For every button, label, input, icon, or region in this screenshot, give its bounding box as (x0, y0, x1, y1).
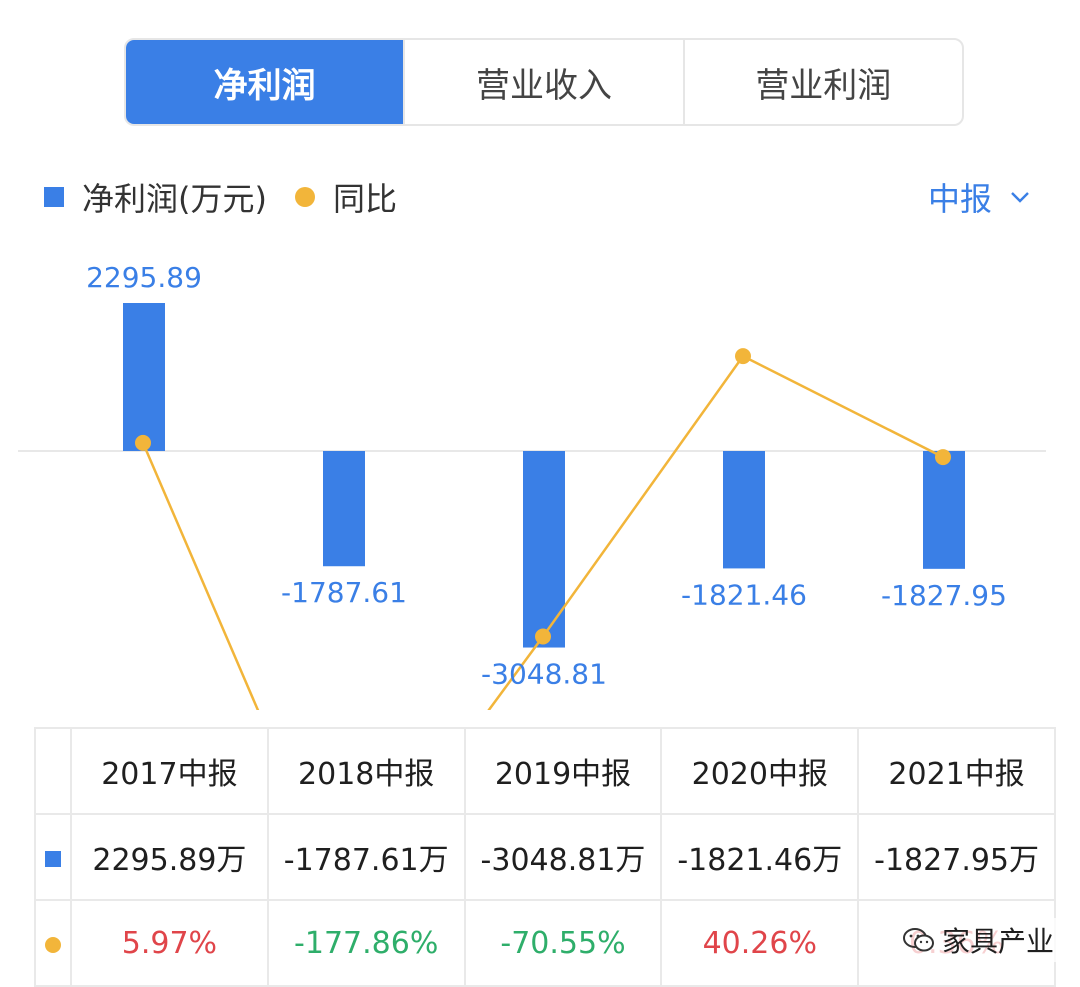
yoy-cell-2018: -177.86% (266, 899, 466, 987)
value-cell-2017: 2295.89万 (70, 813, 269, 901)
bar-legend-swatch (44, 187, 64, 207)
data-label-2021中报: -1827.95 (881, 579, 1007, 612)
bar-2021中报 (923, 451, 965, 569)
period-selector-label: 中报 (927, 180, 992, 218)
yoy-point-2019中报 (535, 628, 551, 645)
bar-2018中报 (323, 451, 365, 567)
line-series-marker (45, 936, 61, 953)
watermark-text: 家具产业 (942, 925, 1055, 958)
tab-operating-profit[interactable]: 营业利润 (682, 40, 962, 124)
tab-revenue[interactable]: 营业收入 (403, 40, 682, 124)
yoy-point-2020中报 (735, 348, 751, 365)
net-profit-chart: 2295.89 -1787.61 -3048.81 -1821.46 -1827.95 (18, 261, 1046, 710)
data-label-2018中报: -1787.61 (281, 576, 407, 609)
data-label-2017中报: 2295.89 (86, 261, 202, 294)
yoy-point-2021中报 (935, 449, 951, 466)
value-cell-2018: -1787.61万 (266, 813, 466, 901)
yoy-cell-2019: -70.55% (463, 899, 663, 987)
watermark: 家具产业 (896, 918, 1061, 962)
table-header-row: 2017中报 2018中报 2019中报 2020中报 2021中报 (34, 727, 1056, 815)
data-label-2019中报: -3048.81 (481, 658, 607, 691)
chevron-down-icon (1011, 192, 1029, 203)
line-legend-swatch (294, 187, 315, 207)
header-cell-2019: 2019中报 (463, 727, 663, 815)
value-cell-2020: -1821.46万 (660, 813, 860, 901)
bar-series-marker (45, 850, 61, 867)
period-selector[interactable]: 中报 (928, 172, 1030, 222)
row-marker-cell (34, 899, 72, 987)
header-cell-2017: 2017中报 (70, 727, 269, 815)
wechat-icon (903, 928, 934, 952)
header-cell-2021: 2021中报 (857, 727, 1056, 815)
bar-2017中报 (123, 303, 165, 451)
header-cell-2018: 2018中报 (266, 727, 466, 815)
metric-tabs: 净利润 营业收入 营业利润 (124, 38, 964, 126)
yoy-cell-2020: 40.26% (660, 899, 860, 987)
chart-legend: 净利润(万元) 同比 (44, 172, 397, 222)
tab-net-profit[interactable]: 净利润 (126, 40, 404, 124)
bar-2019中报 (523, 451, 565, 648)
value-cell-2019: -3048.81万 (463, 813, 663, 901)
table-row-net-profit: 2295.89万 -1787.61万 -3048.81万 -1821.46万 -… (34, 813, 1056, 901)
table-corner-cell (34, 727, 72, 815)
bar-legend-label: 净利润(万元) (82, 180, 267, 218)
bar-2020中报 (723, 451, 765, 569)
yoy-point-2017中报 (135, 434, 151, 451)
yoy-cell-2017: 5.97% (70, 899, 269, 987)
header-cell-2020: 2020中报 (660, 727, 860, 815)
data-label-2020中报: -1821.46 (681, 578, 807, 611)
row-marker-cell (34, 813, 72, 901)
line-legend-label: 同比 (332, 180, 397, 218)
value-cell-2021: -1827.95万 (857, 813, 1056, 901)
data-table: 2017中报 2018中报 2019中报 2020中报 2021中报 2295.… (34, 727, 1056, 987)
